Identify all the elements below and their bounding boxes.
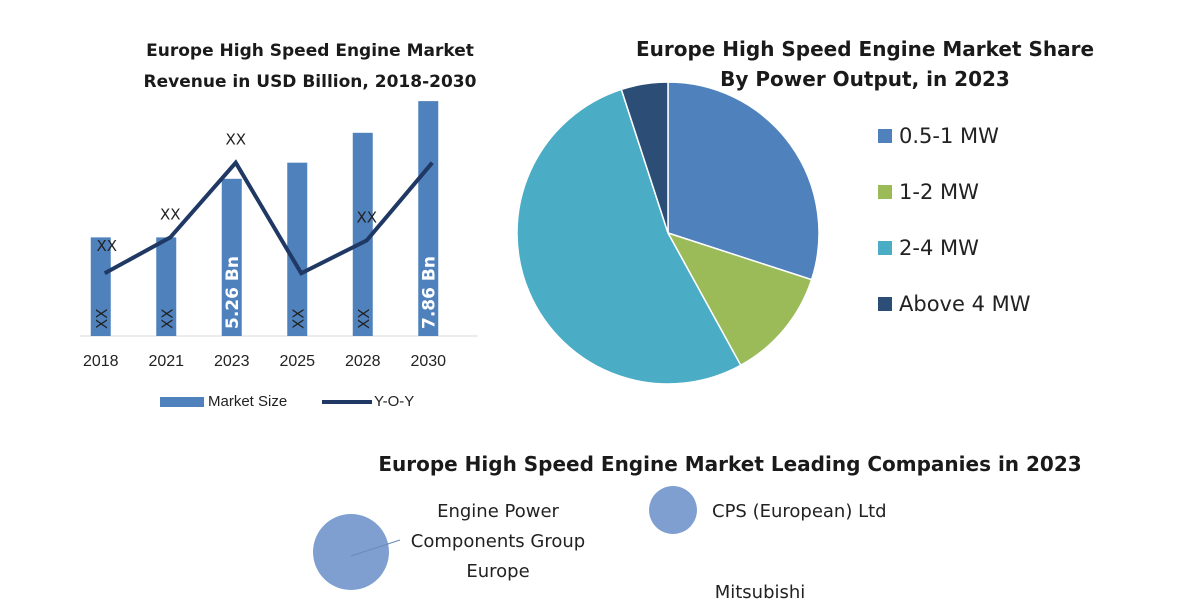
bar [221,178,242,336]
pie-legend-item: 2-4 MW [878,236,979,260]
bar [352,132,373,336]
company-label-line: Europe [466,561,530,582]
company-bubble [313,514,389,590]
company-label-line: Mitsubishi [714,582,806,603]
company-label-cps: CPS (European) Ltd [712,497,912,527]
bar [287,162,308,336]
x-tick-label: 2023 [214,353,250,370]
bar-data-label: 7.86 Bn [419,256,439,329]
bar [90,237,111,336]
bar [418,101,439,337]
bar-data-label: XX [289,308,307,329]
pie-legend-swatch [878,297,892,311]
pie-legend-item: 0.5-1 MW [878,124,999,148]
pie-chart-title: Europe High Speed Engine Market Share By… [620,34,1110,94]
x-tick-label: 2021 [148,353,184,370]
bar-data-label: XX [355,308,373,329]
pie-slice [620,81,669,234]
company-label-line: Components Group [410,531,586,552]
line-data-label: XX [356,208,377,226]
pie-slice [667,81,820,281]
companies-title: Europe High Speed Engine Market Leading … [378,452,1082,476]
pie-legend-label: 1-2 MW [899,180,979,204]
pie-legend-swatch [878,185,892,199]
x-tick-label: 2030 [410,353,446,370]
line-data-label: XX [225,131,246,149]
bar-data-label: XX [158,308,176,329]
pie-slice [516,88,742,385]
company-label-line: CPS (European) Ltd [712,501,887,522]
pie-legend-label: Above 4 MW [899,292,1031,316]
pie-legend-swatch [878,129,892,143]
legend-bar-swatch [160,396,204,407]
pie-legend-item: 1-2 MW [878,180,979,204]
legend-yoy: Y-O-Y [322,393,414,410]
company-bubble [649,486,697,534]
pie-chart-title-line1: Europe High Speed Engine Market Share [635,37,1095,61]
pie-legend-label: 0.5-1 MW [899,124,999,148]
line-data-label: XX [160,205,181,223]
yoy-line [103,159,434,276]
pie-slice [666,231,813,367]
pie-legend-label: 2-4 MW [899,236,979,260]
legend-market-size-label: Market Size [208,393,288,410]
bar [156,237,177,336]
company-label-line: Engine Power [437,501,559,522]
pie-chart [516,81,820,385]
pie-legend-swatch [878,241,892,255]
company-label-engine-power: Engine Power Components Group Europe [398,497,598,587]
pie-chart-title-line2: By Power Output, in 2023 [720,67,1010,91]
x-tick-label: 2028 [345,353,381,370]
bar-data-label: 5.26 Bn [223,256,243,329]
x-tick-label: 2025 [279,353,315,370]
legend-line-swatch [322,399,372,404]
line-data-label: XX [96,237,117,255]
company-label-mitsubishi: Mitsubishi [660,578,860,608]
x-tick-label: 2018 [83,353,119,370]
bar-data-label: XX [93,308,111,329]
bubble-leader-line [350,539,401,557]
legend-market-size: Market Size [160,393,287,410]
bar-chart-title: Europe High Speed Engine Market Revenue … [143,41,477,92]
legend-yoy-label: Y-O-Y [374,393,415,410]
bar-chart: XX 2018 XX 2021 5.26 Bn 2023 XX 2025 XX 2028 7.86 … [80,101,478,370]
pie-legend-item: Above 4 MW [878,292,1031,316]
